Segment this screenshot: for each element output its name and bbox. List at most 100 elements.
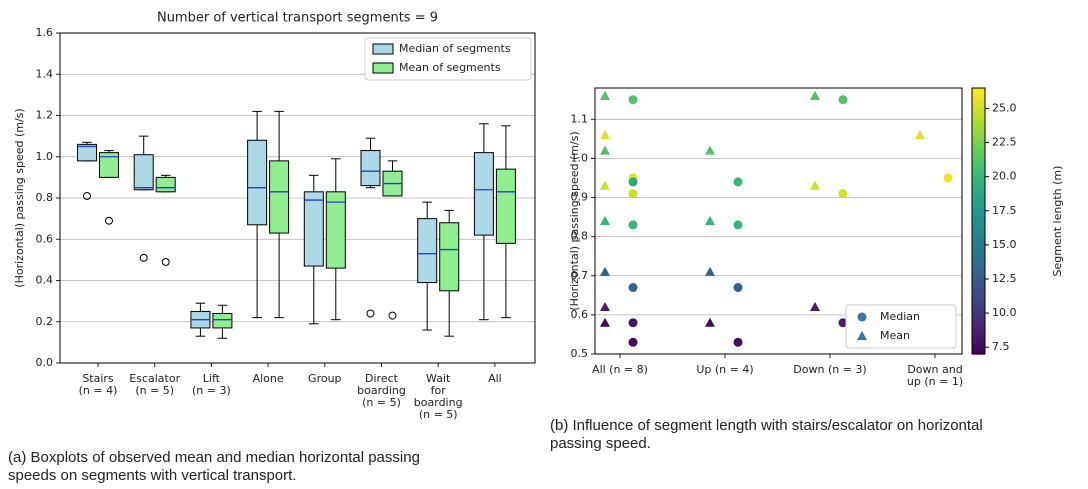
colorbar-cell <box>972 265 985 271</box>
colorbar-cell <box>972 110 985 116</box>
x-tick-label: Escalator <box>129 372 180 385</box>
mean-point <box>600 317 610 327</box>
y-tick-label: 0.7 <box>571 269 589 282</box>
colorbar-cell <box>972 212 985 218</box>
colorbar-cell <box>972 300 985 306</box>
colorbar-cell <box>972 92 985 98</box>
outlier <box>83 191 91 200</box>
median-point <box>628 220 638 230</box>
caption: passing speed. <box>550 435 651 452</box>
x-tick-label: (n = 4) <box>79 384 118 397</box>
colorbar-cell <box>972 247 985 253</box>
outlier <box>366 309 375 318</box>
legend <box>364 37 532 81</box>
mean-point <box>600 90 610 100</box>
x-tick-label: Direct <box>365 372 399 385</box>
colorbar-cell <box>972 114 985 120</box>
colorbar-tick-label: 10.0 <box>992 306 1017 319</box>
caption: (b) Influence of segment length with sta… <box>550 417 983 434</box>
median-point <box>628 337 638 347</box>
colorbar-cell <box>972 150 985 156</box>
x-tick-label: (n = 3) <box>192 384 231 397</box>
x-tick-label: for <box>431 384 447 397</box>
colorbar-cell <box>972 203 985 209</box>
colorbar-cell <box>972 340 985 346</box>
x-tick-label: (n = 5) <box>419 408 458 421</box>
colorbar-cell <box>972 167 985 173</box>
chart-title: Number of vertical transport segments = … <box>157 11 438 26</box>
median-point <box>838 318 848 328</box>
mean-point <box>705 317 715 327</box>
y-tick-label: 0.0 <box>36 356 54 369</box>
colorbar-cell <box>972 158 985 164</box>
colorbar-cell <box>972 345 985 351</box>
box <box>325 191 346 269</box>
colorbar-cell <box>972 216 985 222</box>
median-point <box>733 220 743 230</box>
box <box>439 222 460 292</box>
caption: (a) Boxplots of observed mean and median… <box>8 449 420 466</box>
mean-point <box>915 129 925 139</box>
median-point <box>838 95 848 105</box>
colorbar-cell <box>972 154 985 160</box>
y-tick-label: 1.1 <box>571 112 589 125</box>
colorbar-cell <box>972 291 985 297</box>
x-tick-label: boarding <box>357 384 406 397</box>
x-tick-label: Down and <box>907 363 962 376</box>
colorbar-cell <box>972 105 985 111</box>
colorbar-cell <box>972 198 985 204</box>
box <box>77 143 97 162</box>
colorbar-cell <box>972 336 985 342</box>
caption: speeds on segments with vertical transpo… <box>8 467 296 484</box>
colorbar-tick-label: 25.0 <box>992 101 1017 114</box>
mean-point <box>810 180 820 190</box>
y-tick-label: 0.5 <box>571 347 589 360</box>
x-tick-label: Wait <box>426 372 451 385</box>
colorbar-cell <box>972 194 985 200</box>
colorbar-cell <box>972 252 985 258</box>
colorbar-cell <box>972 349 985 355</box>
x-tick-label: Down (n = 3) <box>793 363 866 376</box>
x-tick-label: (n = 5) <box>362 396 401 409</box>
box <box>360 150 381 187</box>
box <box>269 160 290 234</box>
y-tick-label: 0.6 <box>36 232 54 245</box>
mean-point <box>600 129 610 139</box>
colorbar-cell <box>972 207 985 213</box>
legend-label: Median <box>880 310 920 323</box>
y-tick-label: 1.4 <box>36 67 54 80</box>
colorbar-cell <box>972 96 985 102</box>
colorbar-tick-label: 17.5 <box>992 204 1017 217</box>
x-tick-label: boarding <box>414 396 463 409</box>
x-tick-label: Stairs <box>82 372 114 385</box>
colorbar-cell <box>972 141 985 147</box>
y-axis-label: (Horizontal) passing speed (m/s) <box>13 108 26 287</box>
x-tick-label: All <box>488 372 502 385</box>
outlier <box>105 216 113 225</box>
box <box>417 218 438 284</box>
mean-point <box>705 266 715 276</box>
colorbar-tick-label: 22.5 <box>992 136 1017 149</box>
mean-point <box>810 302 820 312</box>
legend-label: Mean of segments <box>399 61 501 74</box>
colorbar-cell <box>972 318 985 324</box>
box <box>133 154 154 191</box>
y-tick-label: 1.0 <box>571 151 589 164</box>
colorbar-cell <box>972 331 985 337</box>
box <box>303 191 324 267</box>
y-tick-label: 0.2 <box>36 315 54 328</box>
plot-frame <box>59 32 536 364</box>
x-tick-label: All (n = 8) <box>592 363 648 376</box>
colorbar-cell <box>972 269 985 275</box>
y-tick-label: 1.6 <box>36 26 54 39</box>
colorbar-cell <box>972 132 985 138</box>
mean-point <box>600 180 610 190</box>
legend-label: Mean <box>880 329 910 342</box>
colorbar-cell <box>972 256 985 262</box>
legend <box>845 304 957 349</box>
y-tick-label: 0.9 <box>571 191 589 204</box>
colorbar-tick-label: 7.5 <box>992 340 1010 353</box>
legend-marker <box>857 312 867 322</box>
colorbar-cell <box>972 243 985 249</box>
